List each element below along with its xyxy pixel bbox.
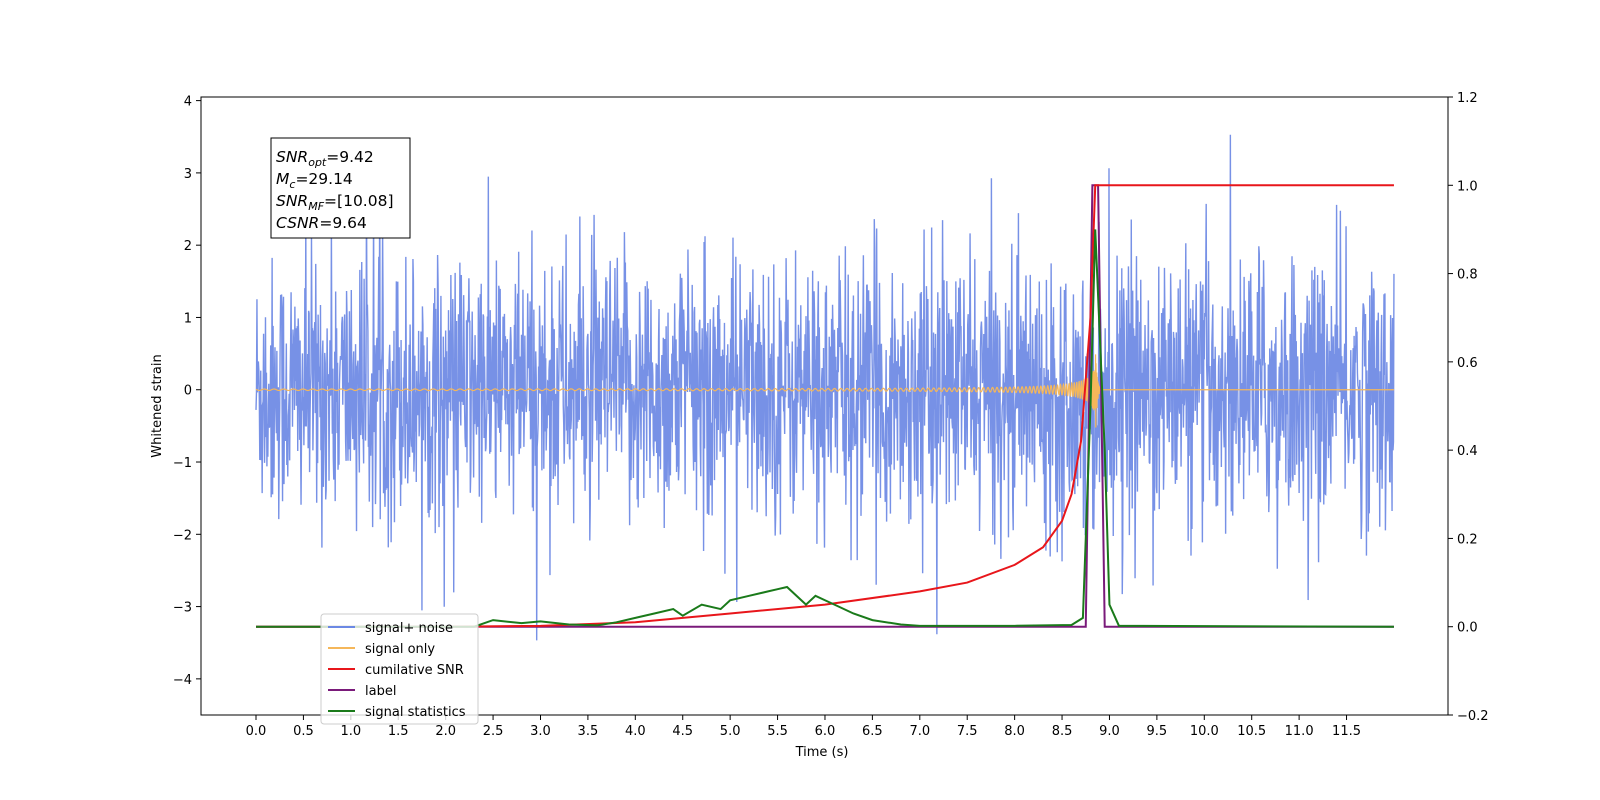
y-right-tick-label: 1.2 <box>1457 91 1478 106</box>
y-right-tick-label: 0.0 <box>1457 621 1478 636</box>
y-right-tick-label: 0.8 <box>1457 268 1478 283</box>
legend-frame <box>320 613 479 725</box>
annotation-symbol: SNR <box>276 148 308 166</box>
x-tick-label: 4.0 <box>625 724 646 739</box>
series-signal-statistics-line <box>256 229 1394 628</box>
x-tick-label: 5.0 <box>720 724 741 739</box>
x-tick-label: 6.0 <box>815 724 836 739</box>
x-tick-label: 11.5 <box>1332 724 1361 739</box>
x-tick-label: 2.0 <box>435 724 456 739</box>
y-axis-right: −0.2 0.0 0.2 0.4 0.6 0.8 1.0 1.2 <box>1448 91 1489 724</box>
x-tick-label: 8.0 <box>1004 724 1025 739</box>
x-tick-label: 0.5 <box>293 724 314 739</box>
x-tick-label: 7.5 <box>957 724 978 739</box>
x-tick-label: 1.5 <box>388 724 409 739</box>
x-tick-label: 7.0 <box>909 724 930 739</box>
annotation-symbol: CSNR <box>276 214 319 232</box>
annotation-subscript: opt <box>308 156 327 169</box>
x-tick-label: 10.5 <box>1237 724 1266 739</box>
y-left-tick-label: −3 <box>173 601 192 616</box>
annotation-value: =9.64 <box>319 214 367 232</box>
y-left-tick-label: 4 <box>184 95 192 110</box>
series-layer <box>255 134 1395 641</box>
x-axis: 0.0 0.5 1.0 1.5 2.0 2.5 3.0 3.5 4.0 4.5 5.0 5.5 6.0 6… <box>246 715 1361 739</box>
legend-label: label <box>365 684 396 699</box>
y-left-tick-label: 2 <box>184 239 192 254</box>
y-left-tick-label: 0 <box>184 384 192 399</box>
y-left-tick-label: 1 <box>184 311 192 326</box>
annotation-subscript: c <box>289 178 295 191</box>
y-axis-left: −4 −3 −2 −1 0 1 2 3 4 <box>173 95 201 688</box>
y-right-tick-label: 0.4 <box>1457 444 1478 459</box>
y-right-tick-label: 1.0 <box>1457 179 1478 194</box>
x-tick-label: 0.0 <box>246 724 267 739</box>
x-tick-label: 11.0 <box>1285 724 1314 739</box>
y-axis-label-left: Whitened strain <box>150 354 165 457</box>
legend-label: signal only <box>365 642 435 657</box>
legend: signal+ noise signal only cumilative SNR la… <box>320 613 479 725</box>
annotation-line: CSNR=9.64 <box>276 214 367 232</box>
annotation-symbol: M <box>276 170 289 188</box>
annotation-line: Mc=29.14 <box>276 170 353 191</box>
x-tick-label: 9.0 <box>1099 724 1120 739</box>
series-signal-only-line <box>255 354 1394 428</box>
x-tick-label: 6.5 <box>862 724 883 739</box>
annotation-symbol: SNR <box>276 192 308 210</box>
series-signal-noise-line <box>255 134 1395 641</box>
x-tick-label: 8.5 <box>1052 724 1073 739</box>
legend-label: signal+ noise <box>365 621 453 636</box>
y-left-tick-label: 3 <box>184 167 192 182</box>
snr-annotation-box: SNRopt=9.42Mc=29.14SNRMF=[10.08]CSNR=9.6… <box>270 137 411 239</box>
legend-label: signal statistics <box>365 705 466 720</box>
annotation-line: SNRMF=[10.08] <box>276 192 394 213</box>
x-tick-label: 4.5 <box>672 724 693 739</box>
annotation-subscript: MF <box>308 200 324 213</box>
x-tick-label: 9.5 <box>1147 724 1168 739</box>
x-tick-label: 3.5 <box>578 724 599 739</box>
annotation-line: SNRopt=9.42 <box>276 148 374 169</box>
annotation-frame <box>270 137 411 239</box>
annotation-value: =29.14 <box>295 170 352 188</box>
y-right-tick-label: −0.2 <box>1457 709 1489 724</box>
y-left-tick-label: −4 <box>173 673 192 688</box>
y-left-tick-label: −2 <box>173 528 192 543</box>
y-right-tick-label: 0.6 <box>1457 356 1478 371</box>
legend-label: cumilative SNR <box>365 663 464 678</box>
x-axis-label: Time (s) <box>795 745 849 760</box>
annotation-value: =9.42 <box>326 148 374 166</box>
x-tick-label: 3.0 <box>530 724 551 739</box>
x-tick-label: 10.0 <box>1190 724 1219 739</box>
y-left-tick-label: −1 <box>173 456 192 471</box>
y-right-tick-label: 0.2 <box>1457 532 1478 547</box>
x-tick-label: 1.0 <box>340 724 361 739</box>
x-tick-label: 2.5 <box>483 724 504 739</box>
annotation-value: =[10.08] <box>324 192 393 210</box>
x-tick-label: 5.5 <box>767 724 788 739</box>
